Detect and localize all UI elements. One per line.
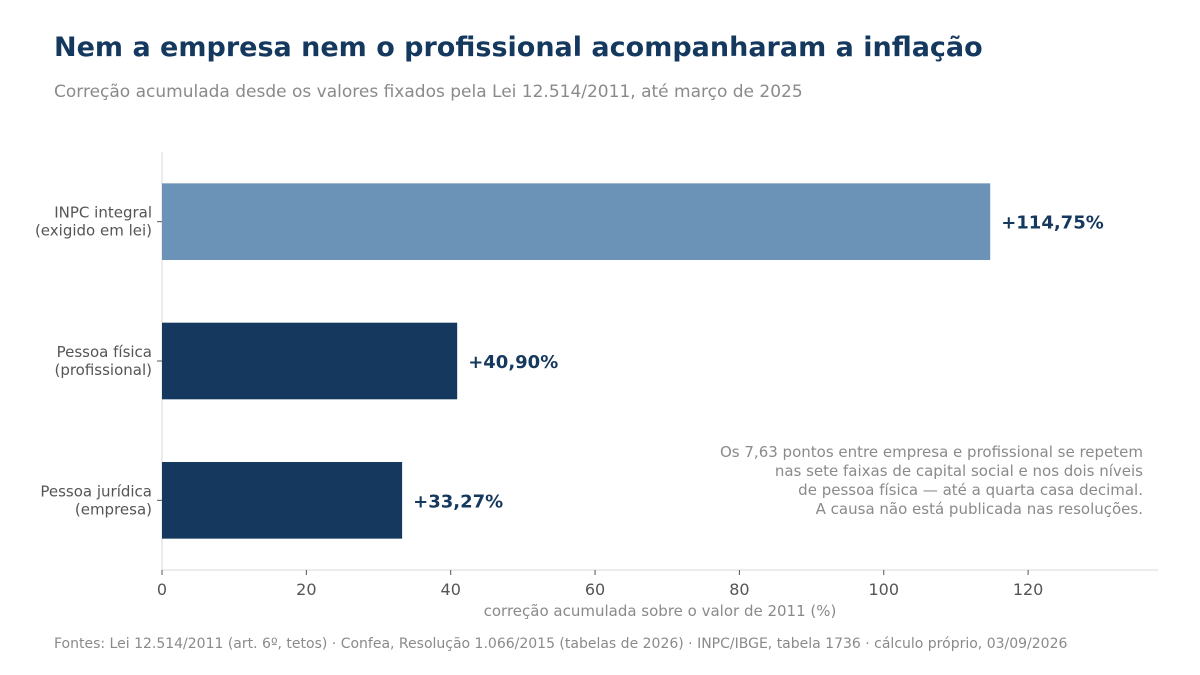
chart-subtitle: Correção acumulada desde os valores fixa… [54, 82, 803, 102]
annotation-line: A causa não está publicada nas resoluçõe… [815, 500, 1143, 518]
x-tick-label: 20 [296, 580, 316, 599]
x-tick-label: 40 [441, 580, 461, 599]
data-label: +40,90% [468, 352, 558, 373]
category-label: Pessoa física [57, 343, 152, 361]
x-tick-label: 60 [585, 580, 605, 599]
chart-annotation: Os 7,63 pontos entre empresa e profissio… [683, 443, 1143, 519]
category-label: (profissional) [54, 361, 152, 379]
source-footer: Fontes: Lei 12.514/2011 (art. 6º, tetos)… [54, 636, 1068, 652]
category-label: Pessoa jurídica [40, 482, 152, 500]
category-label: (exigido em lei) [35, 222, 152, 240]
category-label: INPC integral [54, 204, 152, 222]
bar [162, 322, 458, 400]
annotation-line: de pessoa física — até a quarta casa dec… [798, 481, 1143, 499]
chart-title: Nem a empresa nem o profissional acompan… [54, 32, 983, 63]
bar [162, 462, 403, 539]
data-label: +33,27% [413, 491, 503, 512]
x-tick-label: 120 [1013, 580, 1044, 599]
annotation-line: Os 7,63 pontos entre empresa e profissio… [720, 443, 1143, 461]
data-label: +114,75% [1001, 213, 1104, 234]
bar [162, 183, 991, 260]
x-tick-label: 80 [729, 580, 749, 599]
x-axis-label: correção acumulada sobre o valor de 2011… [484, 602, 837, 620]
category-label: (empresa) [75, 500, 152, 518]
x-tick-label: 0 [157, 580, 167, 599]
x-tick-label: 100 [868, 580, 899, 599]
annotation-line: nas sete faixas de capital social e nos … [774, 462, 1143, 480]
